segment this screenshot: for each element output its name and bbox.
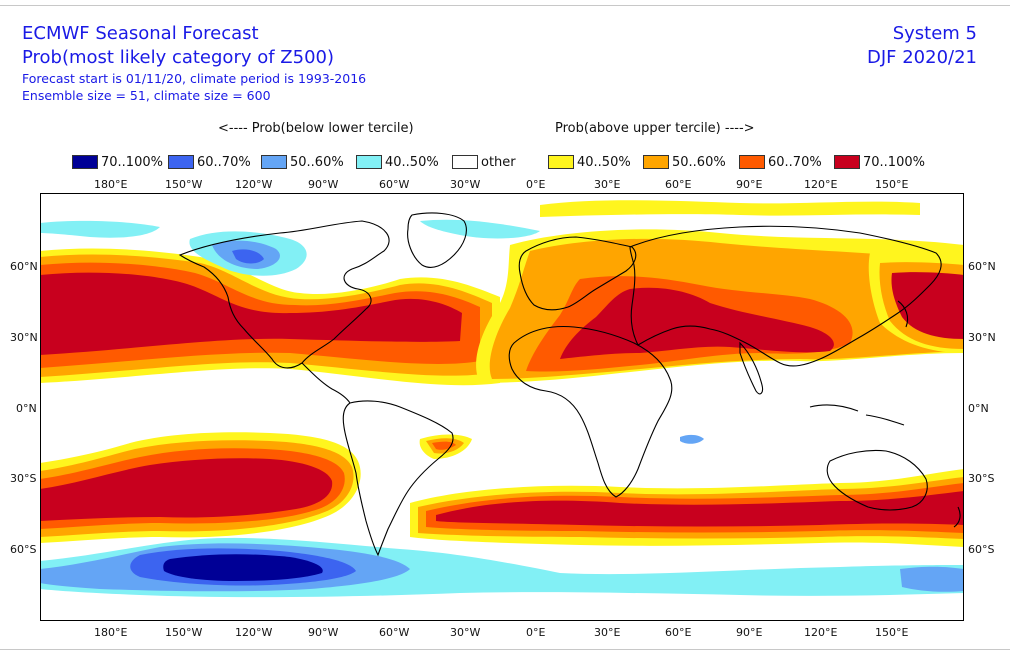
southern-ocean-anomaly <box>40 432 361 543</box>
legend-swatch <box>739 155 765 169</box>
legend-item: 60..70% <box>168 154 251 170</box>
antarctic-negative-anomaly <box>40 434 964 598</box>
legend-swatch <box>168 155 194 169</box>
system-block: System 5 DJF 2020/21 <box>867 22 977 70</box>
lon-label-bottom: 150°E <box>875 626 909 639</box>
legend-item: other <box>452 154 516 170</box>
legend-label: 60..70% <box>197 154 251 170</box>
lon-label-bottom: 150°W <box>165 626 203 639</box>
indonesia-outline <box>809 404 905 426</box>
north-america-negative-anomaly <box>40 219 540 276</box>
lon-label-bottom: 180°E <box>94 626 128 639</box>
lat-label-left: 30°N <box>10 331 38 344</box>
lat-label-left: 30°S <box>10 472 37 485</box>
legend-swatch <box>834 155 860 169</box>
bottom-rule <box>0 649 1010 650</box>
central-america-outline <box>301 362 351 404</box>
lon-label-top: 120°W <box>235 178 273 191</box>
lon-label-bottom: 60°E <box>665 626 692 639</box>
india-outline <box>739 341 764 395</box>
legend-swatch <box>356 155 382 169</box>
eurasia-anomaly <box>476 229 964 383</box>
season-label: DJF 2020/21 <box>866 47 977 68</box>
map-frame <box>40 193 964 621</box>
below-tercile-caption: <---- Prob(below lower tercile) <box>218 121 414 136</box>
lon-label-top: 60°W <box>379 178 410 191</box>
legend-label: 60..70% <box>768 154 822 170</box>
title-line-2: Prob(most likely category of Z500) <box>22 47 334 68</box>
legend-item: 50..60% <box>261 154 344 170</box>
lat-label-right: 30°N <box>968 331 996 344</box>
coastlines <box>178 212 961 557</box>
legend: 70..100% 60..70% 50..60% 40..50% other 4… <box>0 154 1010 172</box>
europe-outline <box>518 236 637 311</box>
legend-item: 70..100% <box>72 154 163 170</box>
lat-label-right: 60°S <box>968 543 995 556</box>
greenland-outline <box>407 212 467 268</box>
lon-label-bottom: 30°E <box>594 626 621 639</box>
asia-outline <box>629 225 942 367</box>
lon-label-top: 90°W <box>308 178 339 191</box>
lat-label-right: 60°N <box>968 260 996 273</box>
japan-outline <box>897 300 909 328</box>
legend-swatch <box>452 155 478 169</box>
lat-label-left: 60°S <box>10 543 37 556</box>
legend-label: 50..60% <box>290 154 344 170</box>
australia-outline <box>826 449 928 511</box>
legend-label: other <box>481 154 516 170</box>
lon-label-top: 150°W <box>165 178 203 191</box>
arctic-anomaly <box>540 200 920 217</box>
legend-label: 70..100% <box>863 154 925 170</box>
lon-label-top: 0°E <box>526 178 546 191</box>
north-america-outline <box>178 220 390 369</box>
lon-label-bottom: 90°W <box>308 626 339 639</box>
legend-swatch <box>643 155 669 169</box>
probability-map <box>40 193 964 621</box>
legend-swatch <box>72 155 98 169</box>
legend-label: 40..50% <box>385 154 439 170</box>
africa-outline <box>508 326 673 498</box>
title-line-1: ECMWF Seasonal Forecast <box>22 23 259 44</box>
above-tercile-caption: Prob(above upper tercile) ----> <box>555 121 755 136</box>
lon-label-bottom: 30°W <box>450 626 481 639</box>
legend-item: 50..60% <box>643 154 726 170</box>
top-rule <box>0 5 1010 6</box>
legend-item: 40..50% <box>356 154 439 170</box>
lat-label-right: 0°N <box>968 402 989 415</box>
lon-label-top: 90°E <box>736 178 763 191</box>
lon-label-top: 180°E <box>94 178 128 191</box>
legend-swatch <box>261 155 287 169</box>
lon-label-bottom: 60°W <box>379 626 410 639</box>
ensemble-size-info: Ensemble size = 51, climate size = 600 <box>22 88 271 103</box>
lon-label-top: 30°E <box>594 178 621 191</box>
title-block: ECMWF Seasonal Forecast Prob(most likely… <box>22 22 366 104</box>
legend-swatch <box>548 155 574 169</box>
north-pacific-anomaly <box>40 248 500 386</box>
system-label: System 5 <box>892 23 977 44</box>
legend-item: 60..70% <box>739 154 822 170</box>
legend-item: 70..100% <box>834 154 925 170</box>
lon-label-top: 60°E <box>665 178 692 191</box>
legend-label: 40..50% <box>577 154 631 170</box>
legend-label: 70..100% <box>101 154 163 170</box>
lat-label-right: 30°S <box>968 472 995 485</box>
lon-label-bottom: 120°E <box>804 626 838 639</box>
lon-label-bottom: 90°E <box>736 626 763 639</box>
south-america-outline <box>342 400 454 557</box>
new-zealand-outline <box>953 506 961 528</box>
lon-label-top: 150°E <box>875 178 909 191</box>
lat-label-left: 60°N <box>10 260 38 273</box>
lon-label-top: 30°W <box>450 178 481 191</box>
south-atlantic-indian-anomaly <box>410 469 964 547</box>
forecast-start-info: Forecast start is 01/11/20, climate peri… <box>22 71 367 86</box>
legend-label: 50..60% <box>672 154 726 170</box>
lon-label-top: 120°E <box>804 178 838 191</box>
lon-label-bottom: 120°W <box>235 626 273 639</box>
legend-item: 40..50% <box>548 154 631 170</box>
lat-label-left: 0°N <box>16 402 37 415</box>
lon-label-bottom: 0°E <box>526 626 546 639</box>
